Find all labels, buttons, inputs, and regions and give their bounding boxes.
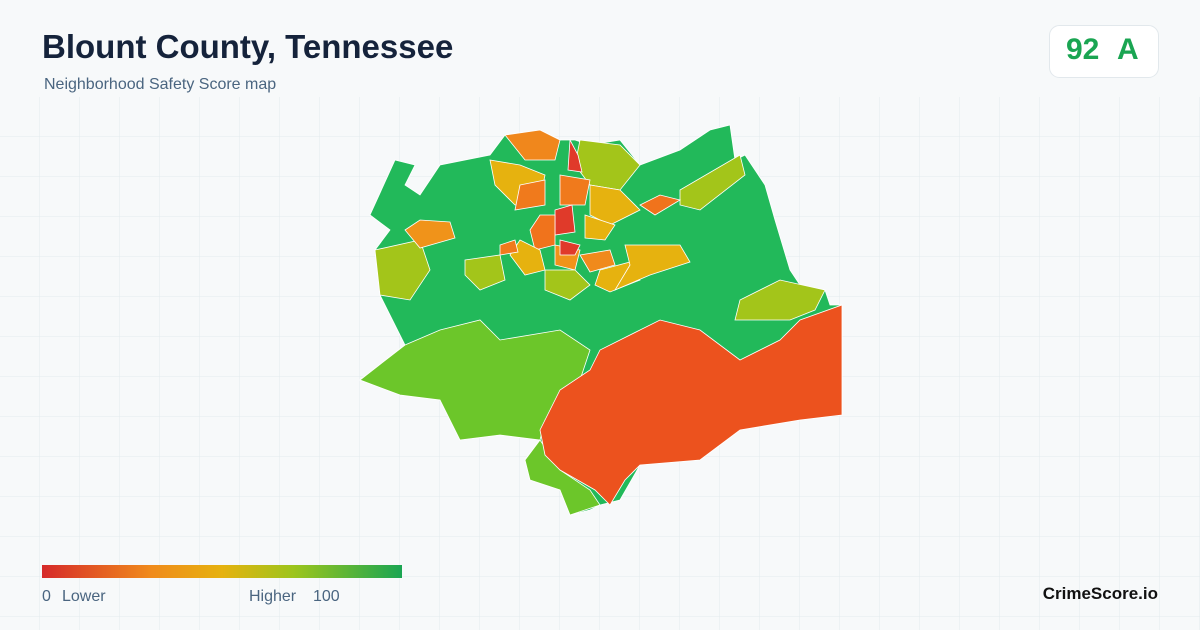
- legend-high-label: Higher: [249, 588, 297, 605]
- subtitle: Neighborhood Safety Score map: [44, 76, 277, 93]
- region: [734, 279, 826, 321]
- legend-gradient: [42, 565, 402, 578]
- region: [539, 304, 843, 506]
- title: Blount County, Tennessee: [42, 28, 454, 65]
- region: [639, 194, 682, 216]
- region: [514, 179, 546, 211]
- region: [504, 129, 561, 161]
- legend-min: 0: [42, 588, 51, 605]
- region: [679, 154, 746, 211]
- region: [559, 174, 591, 206]
- score-badge: [1049, 25, 1159, 78]
- region: [374, 239, 431, 301]
- region: [589, 184, 641, 226]
- region: [567, 138, 583, 173]
- region: [464, 254, 506, 291]
- brand: CrimeScore.io: [1042, 584, 1158, 603]
- region: [499, 239, 519, 256]
- region: [404, 219, 456, 249]
- region: [529, 214, 556, 251]
- score-value: 92: [1066, 33, 1100, 66]
- legend-low-label: Lower: [62, 588, 106, 605]
- region: [544, 269, 591, 301]
- region: [579, 249, 616, 273]
- map: [359, 124, 843, 516]
- region: [584, 214, 616, 241]
- score-grade: A: [1117, 33, 1139, 66]
- legend-max: 100: [313, 588, 340, 605]
- region: [554, 204, 576, 236]
- region: [614, 244, 691, 291]
- region: [559, 239, 581, 256]
